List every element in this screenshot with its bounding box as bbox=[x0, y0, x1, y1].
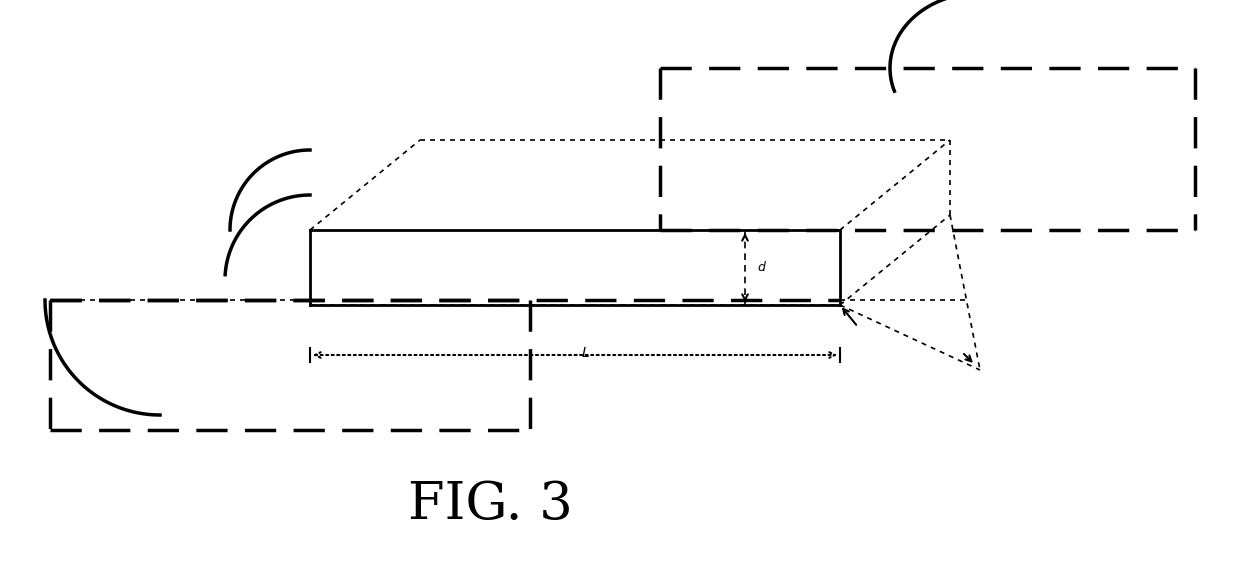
Text: FIG. 3: FIG. 3 bbox=[408, 479, 573, 530]
Text: d: d bbox=[756, 261, 765, 274]
Text: L: L bbox=[582, 346, 589, 360]
